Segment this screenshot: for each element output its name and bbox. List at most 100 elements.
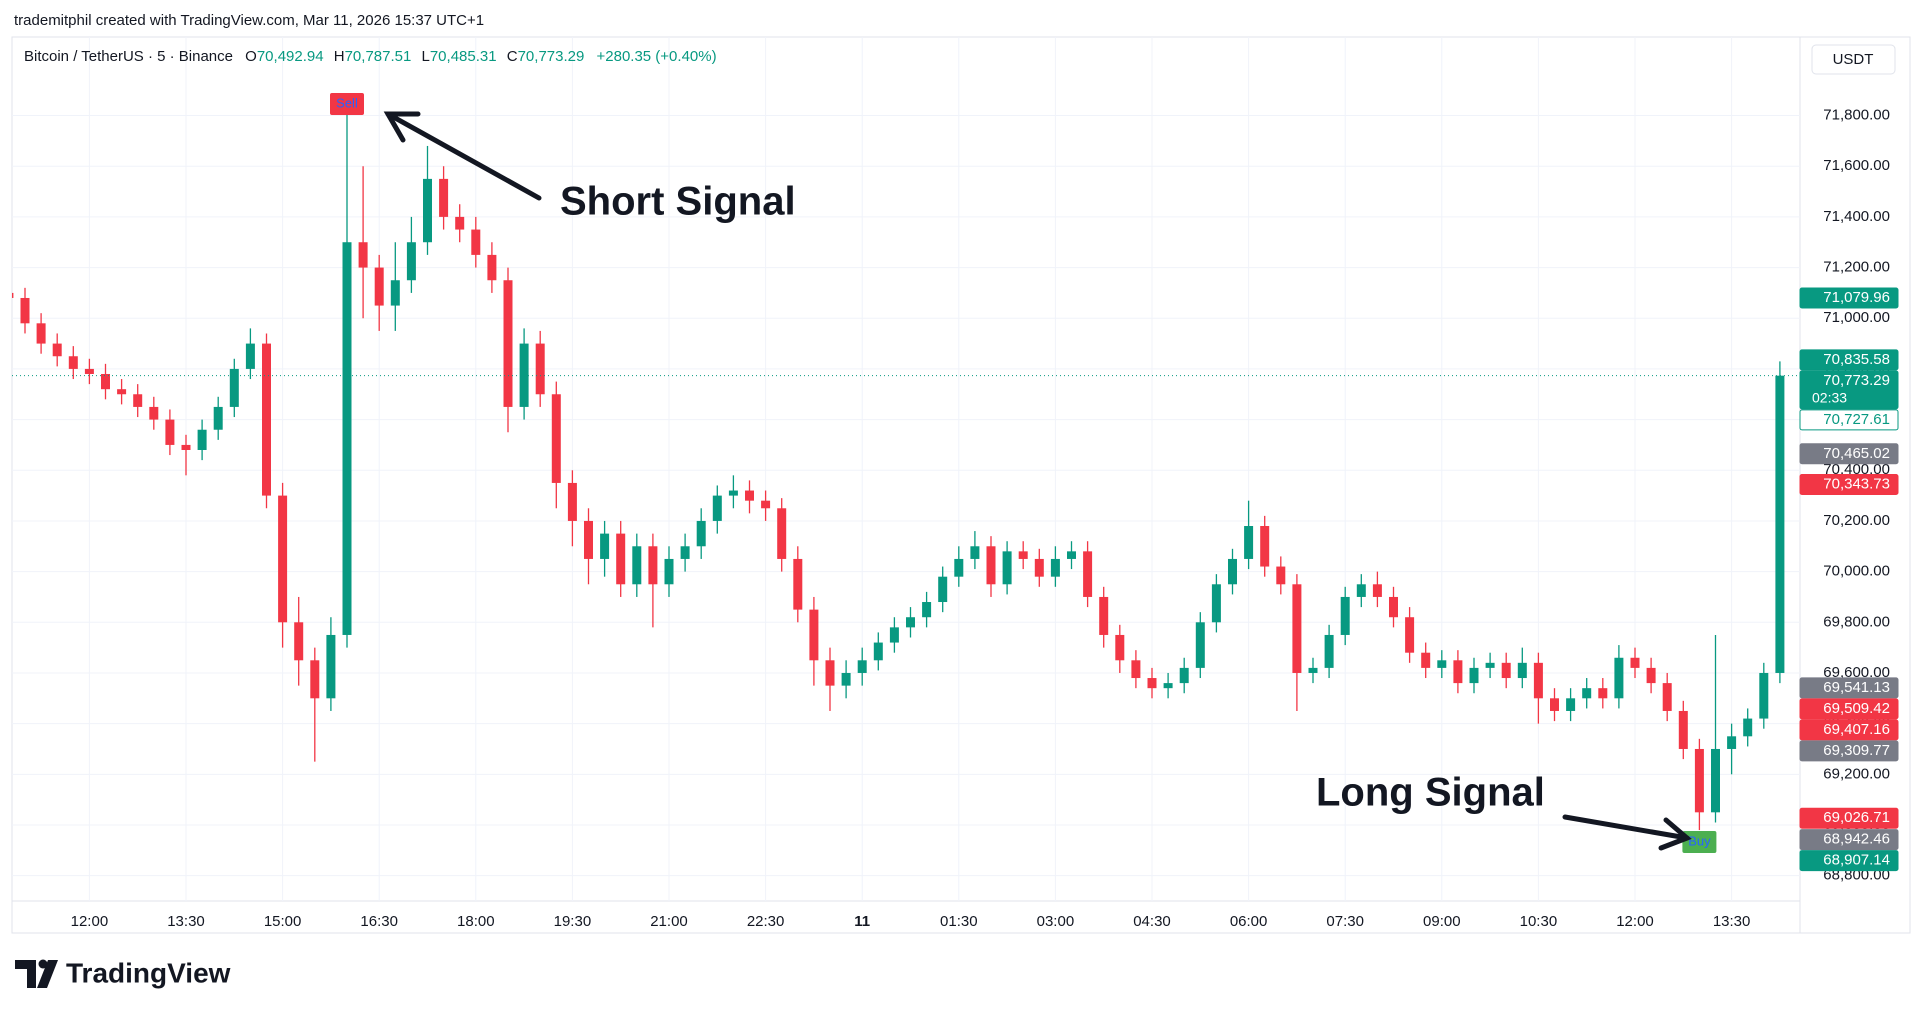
- x-tick-label: 16:30: [360, 913, 398, 930]
- candle-body: [101, 373, 110, 390]
- candle-body: [986, 546, 996, 585]
- candle-body: [1662, 683, 1672, 711]
- price-marker-label: 70,343.73: [1823, 475, 1890, 492]
- legend-high-label: H: [334, 48, 345, 65]
- candle-body: [197, 429, 207, 450]
- candle-body: [1582, 688, 1592, 699]
- candle-body: [455, 216, 465, 230]
- candle-body: [1002, 551, 1012, 585]
- legend-open: 70,492.94: [257, 48, 324, 65]
- price-marker-label: 69,509.42: [1823, 700, 1890, 717]
- candle-body: [1067, 551, 1076, 559]
- candle-body: [1405, 617, 1415, 653]
- y-tick-label: 69,800.00: [1823, 613, 1890, 630]
- candle-body: [229, 368, 239, 407]
- candle-body: [503, 280, 513, 407]
- price-marker-label: 70,727.61: [1823, 411, 1890, 428]
- arrow-head: [1658, 817, 1692, 851]
- y-tick-label: 71,600.00: [1823, 157, 1890, 174]
- candle-body: [1179, 667, 1189, 684]
- x-tick-label: 10:30: [1520, 913, 1558, 930]
- candle-body: [600, 533, 610, 559]
- legend-symbol: Bitcoin / TetherUS · 5 · Binance: [24, 48, 233, 65]
- x-tick-label: 01:30: [940, 913, 978, 930]
- candle-body: [36, 323, 46, 344]
- candle-body: [745, 490, 754, 501]
- candle-body: [374, 267, 384, 306]
- candle-body: [632, 546, 642, 585]
- x-tick-label: 11: [854, 913, 870, 930]
- candle-body: [777, 508, 787, 559]
- candle-body: [133, 394, 143, 407]
- candle-body: [1034, 558, 1044, 577]
- legend-low: 70,485.31: [430, 48, 497, 65]
- candle-body: [1099, 596, 1109, 635]
- candle-body: [616, 533, 626, 585]
- candle-body: [342, 242, 352, 635]
- x-tick-label: 13:30: [167, 913, 205, 930]
- candle-body: [84, 368, 94, 374]
- candle-body: [1260, 526, 1270, 567]
- grid: [12, 37, 1800, 901]
- price-marker-label: 70,465.02: [1823, 445, 1890, 462]
- annotation: Short Signal: [560, 180, 796, 224]
- countdown: 02:33: [1812, 390, 1847, 406]
- candle-body: [809, 609, 819, 661]
- candle-body: [696, 520, 706, 547]
- candle-body: [680, 546, 690, 559]
- currency-box[interactable]: [1811, 44, 1896, 75]
- candle-body: [664, 558, 674, 585]
- logo-slash: [37, 960, 58, 988]
- candle-body: [648, 546, 658, 585]
- currency[interactable]: USDT: [1833, 51, 1874, 68]
- candle-body: [841, 672, 851, 686]
- legend-change: +280.35 (+0.40%): [597, 48, 717, 65]
- price-marker-label: 69,541.13: [1823, 679, 1890, 696]
- logo-t: [15, 960, 36, 988]
- price-marker-label: 68,942.46: [1823, 831, 1890, 848]
- candle-body: [1292, 584, 1302, 673]
- price-marker: [1799, 698, 1899, 720]
- candle-body: [294, 622, 304, 661]
- annotation: Long Signal: [1316, 771, 1545, 815]
- candle-body: [1598, 688, 1608, 699]
- price-marker-label: 70,835.58: [1823, 351, 1890, 368]
- sell-label: Sell: [336, 95, 358, 110]
- candle-body: [584, 520, 593, 559]
- candle-body: [245, 343, 255, 369]
- price-marker: [1799, 409, 1899, 431]
- price-marker-label: 71,079.96: [1823, 289, 1890, 306]
- candle-body: [1646, 667, 1656, 684]
- candle-body: [68, 356, 78, 369]
- candle-body: [165, 419, 175, 445]
- candle-body: [181, 444, 191, 450]
- price-marker: [1799, 807, 1899, 829]
- x-tick-label: 19:30: [554, 913, 592, 930]
- candle-body: [52, 343, 62, 357]
- candle-body: [567, 482, 577, 521]
- candle-body: [1759, 672, 1769, 719]
- candle-body: [1453, 660, 1463, 684]
- price-marker: [1799, 349, 1899, 371]
- y-tick-label: 69,600.00: [1823, 664, 1890, 681]
- x-tick-label: 18:00: [457, 913, 495, 930]
- candle-body: [1485, 662, 1495, 668]
- legend-high: 70,787.51: [345, 48, 412, 65]
- candle-body: [1469, 667, 1479, 684]
- x-tick-label: 22:30: [747, 913, 785, 930]
- attribution: trademitphil created with TradingView.co…: [14, 12, 484, 29]
- y-tick-label: 71,000.00: [1823, 309, 1890, 326]
- candle-body: [310, 660, 320, 699]
- buy-signal: [1682, 831, 1717, 854]
- x-tick-label: 13:30: [1713, 913, 1751, 930]
- logo-dot: [38, 959, 48, 969]
- candle-body: [1356, 584, 1366, 597]
- candle-body: [439, 178, 449, 217]
- candle-body: [906, 617, 915, 628]
- y-tick-label: 70,200.00: [1823, 512, 1890, 529]
- candle-body: [1083, 551, 1093, 597]
- x-tick-label: 15:00: [264, 913, 302, 930]
- price-marker: [1799, 370, 1899, 410]
- candle-body: [149, 406, 159, 420]
